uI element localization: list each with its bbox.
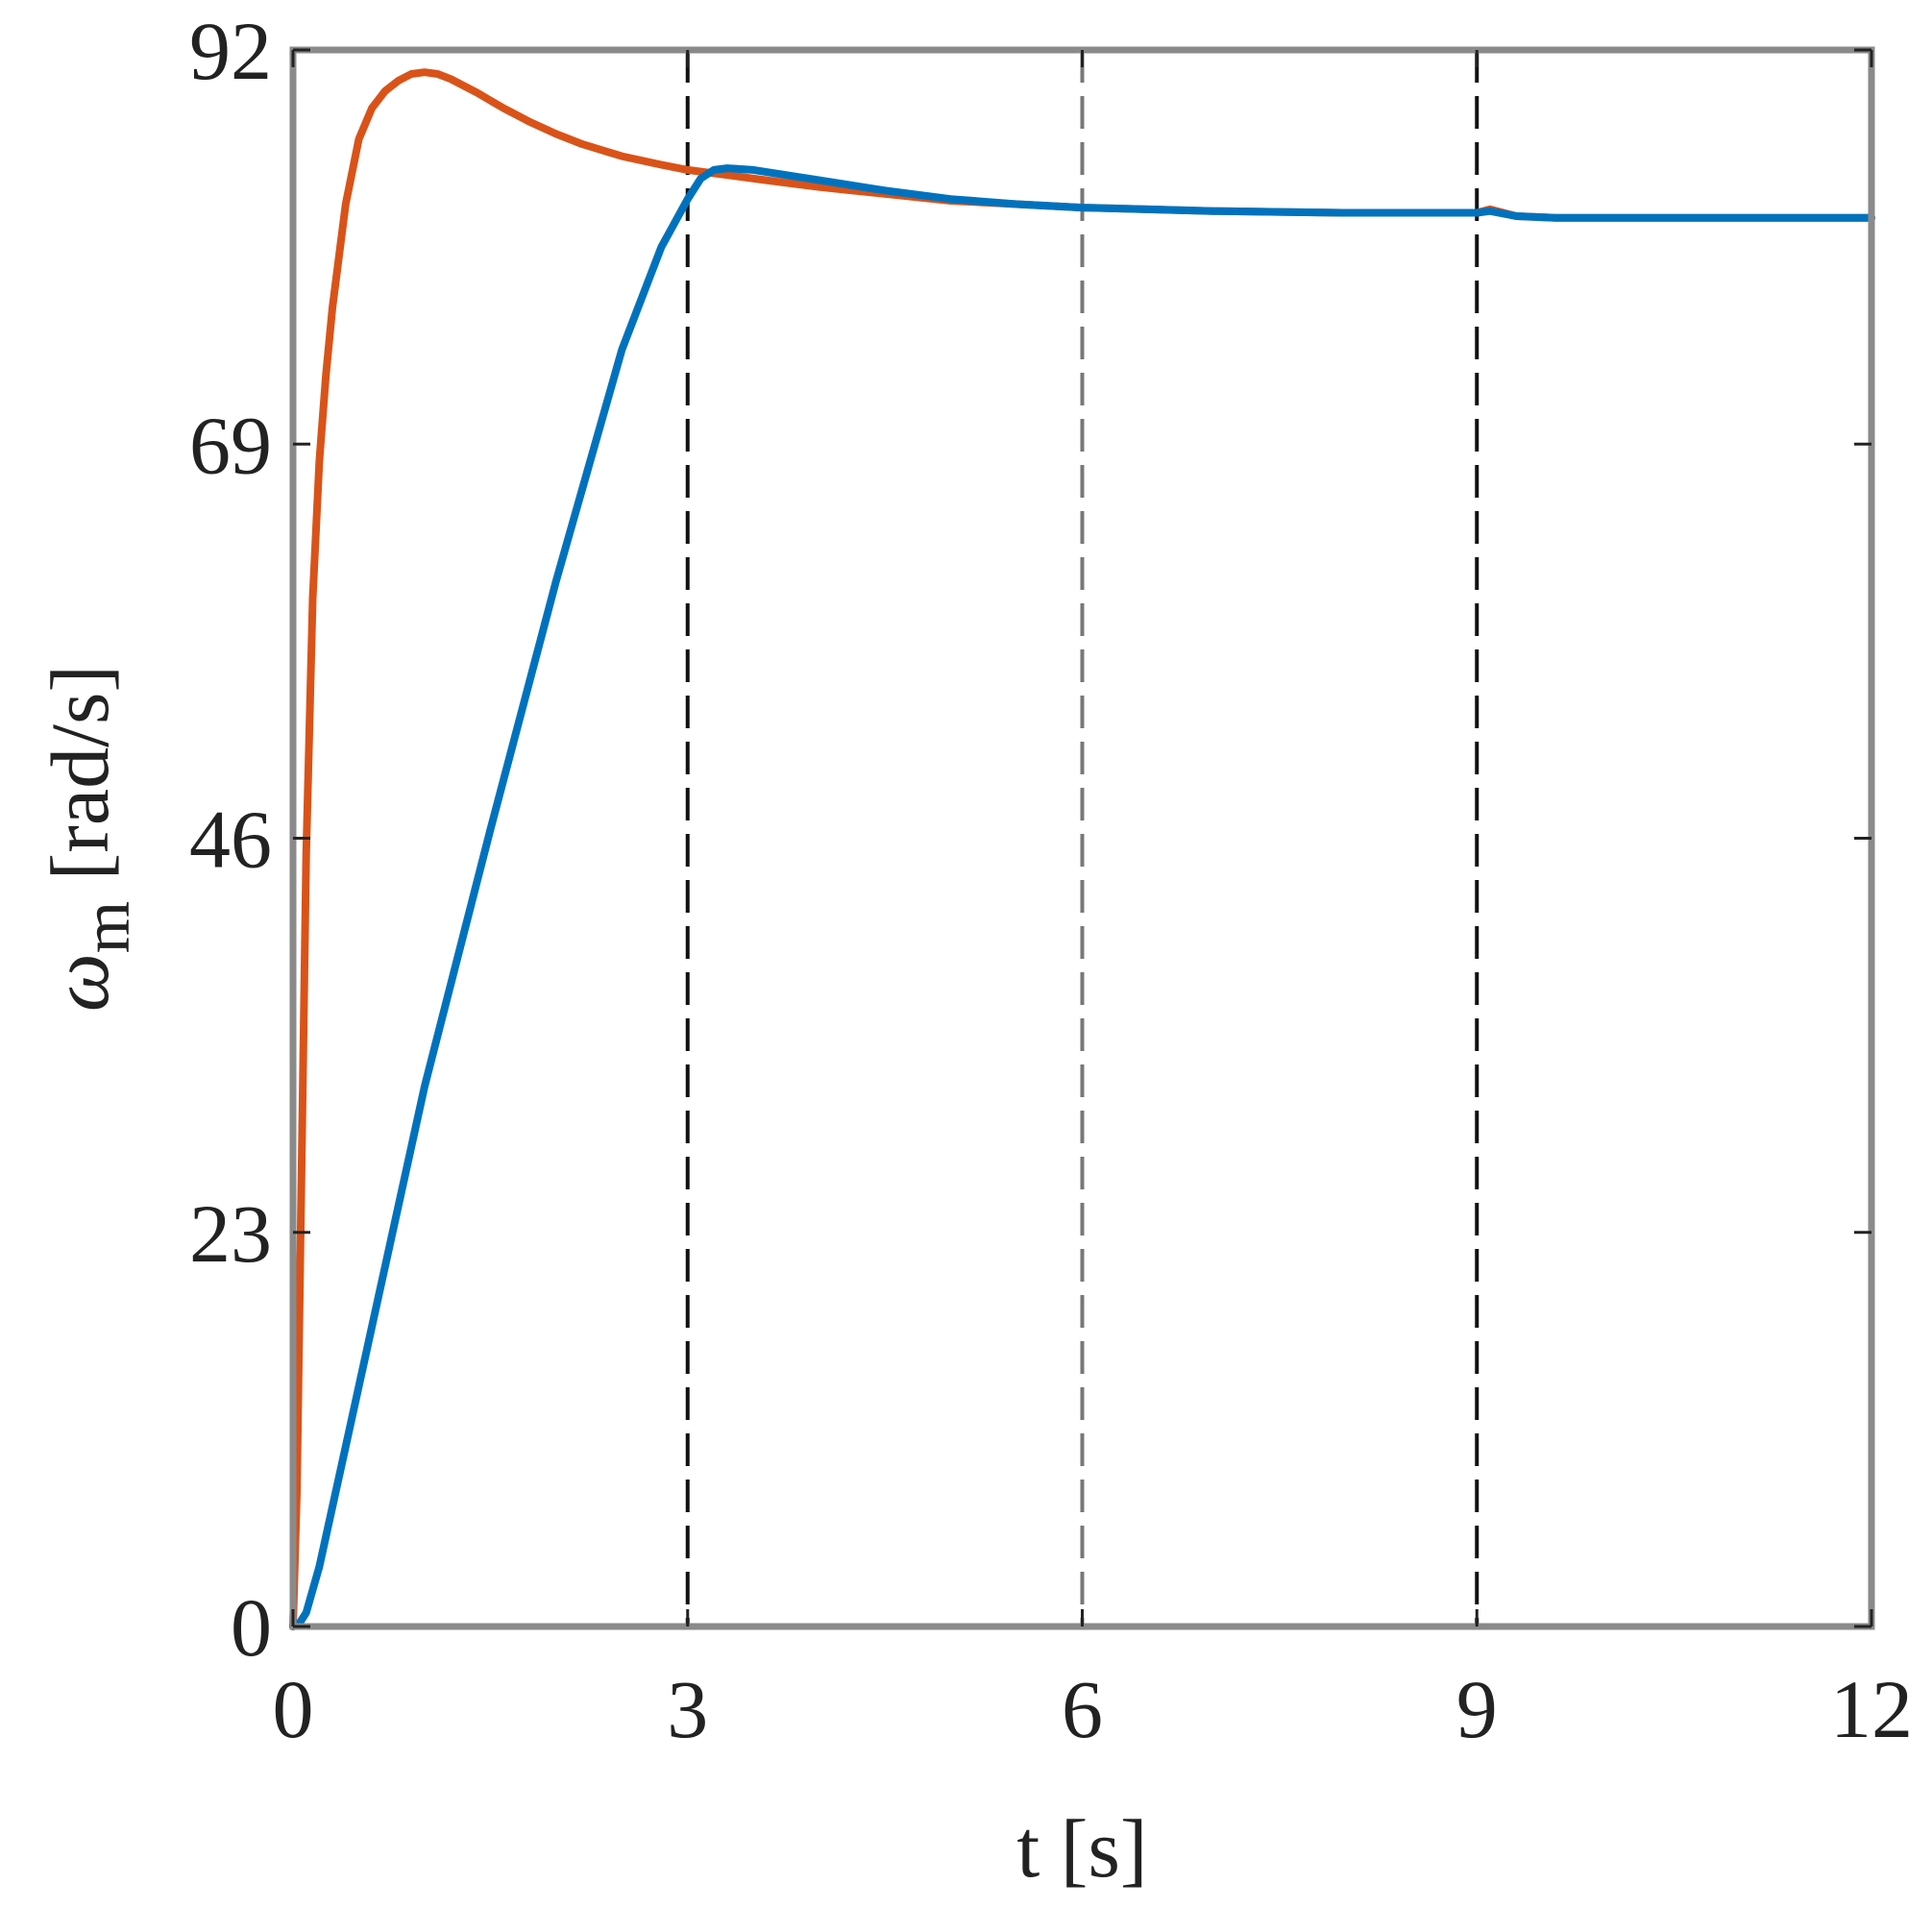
- x-tick-labels: 0 3 6 9 12: [273, 1663, 1914, 1755]
- y-tick-label-3: 69: [189, 399, 272, 491]
- x-tick-label-1: 3: [667, 1663, 708, 1755]
- series-line-1: [289, 164, 1875, 1630]
- x-tick-label-2: 6: [1062, 1663, 1103, 1755]
- y-axis-symbol: ω: [34, 953, 126, 1012]
- axis-ticks: [291, 48, 1873, 1628]
- y-tick-label-2: 46: [189, 794, 272, 886]
- x-tick-label-0: 0: [273, 1663, 314, 1755]
- x-tick-label-4: 12: [1830, 1663, 1913, 1755]
- x-axis-label: t [s]: [1016, 1802, 1147, 1895]
- x-tick-label-3: 9: [1456, 1663, 1498, 1755]
- series-group: [289, 68, 1875, 1630]
- y-tick-label-1: 23: [189, 1187, 272, 1280]
- y-axis-unit: [rad/s]: [34, 665, 126, 901]
- reference-lines: [685, 50, 1480, 1627]
- y-tick-labels: 0 23 46 69 92: [189, 5, 272, 1674]
- y-tick-label-0: 0: [231, 1581, 272, 1674]
- y-axis-subscript: m: [70, 901, 144, 953]
- y-tick-label-4: 92: [189, 5, 272, 97]
- y-axis-label: ωm [rad/s]: [34, 665, 144, 1012]
